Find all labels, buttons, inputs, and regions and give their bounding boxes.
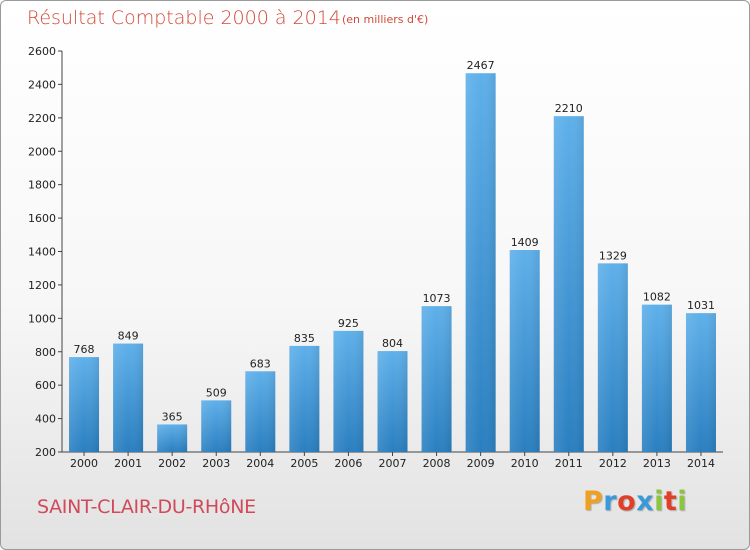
data-label: 2210 [555,102,583,115]
x-tick-label: 2008 [423,457,451,470]
x-tick-label: 2004 [246,457,274,470]
x-tick-label: 2006 [334,457,362,470]
data-label: 1409 [511,236,539,249]
y-tick-label: 1000 [28,312,56,325]
x-tick-label: 2011 [555,457,583,470]
bar-shade [201,400,232,452]
bar-shade [377,351,408,452]
data-label: 509 [206,386,227,399]
data-labels: 768 849 365 509 683 835 925 804 1073 2467 1409 2210… [74,59,715,423]
y-tick-label: 400 [35,413,56,426]
x-tick-label: 2007 [379,457,407,470]
data-label: 1329 [599,249,627,262]
y-tick-label: 1800 [28,179,56,192]
chart-title: Résultat Comptable 2000 à 2014 [27,7,341,29]
brand-letter: x [636,486,655,517]
bar-shade [333,330,364,452]
brand-letter: o [617,486,637,517]
proxiti-logo: Proxiti [583,486,687,517]
y-tick-label: 800 [35,346,56,359]
brand-letter: t [663,486,678,517]
bar-shade [69,357,100,452]
bar-shade [597,263,628,452]
x-tick-label: 2002 [158,457,186,470]
y-tick-label: 200 [35,446,56,459]
x-tick-label: 2003 [202,457,230,470]
bar-shade [113,343,144,452]
y-tick-label: 1600 [28,212,56,225]
bar-shade [245,371,276,452]
y-tick-label: 2400 [28,78,56,91]
x-tick-label: 2009 [467,457,495,470]
x-tick-label: 2005 [290,457,318,470]
y-tick-label: 1200 [28,279,56,292]
data-label: 835 [294,332,315,345]
x-tick-label: 2001 [114,457,142,470]
x-tick-label: 2013 [643,457,671,470]
data-label: 365 [162,410,183,423]
y-tick-label: 600 [35,379,56,392]
data-label: 925 [338,317,359,330]
chart-unit: (en milliers d'€) [342,13,429,26]
bar-shade [553,116,584,452]
x-tick-label: 2000 [70,457,98,470]
x-tick-label: 2014 [687,457,715,470]
y-tick-label: 1400 [28,246,56,259]
brand-letter: r [603,486,618,517]
data-label: 1082 [643,291,671,304]
data-label: 683 [250,357,271,370]
x-tick-label: 2010 [511,457,539,470]
commune-name: SAINT-CLAIR-DU-RHôNE [37,496,256,518]
bar-shade [465,73,496,453]
data-label: 1031 [687,299,715,312]
bar-shade [289,345,320,452]
y-tick-label: 2000 [28,145,56,158]
bar-shade [421,306,452,452]
brand-letter: i [677,486,688,517]
data-label: 1073 [423,292,451,305]
data-label: 768 [74,343,95,356]
bar-shade [157,424,188,452]
bar-shade [641,304,672,452]
bars [69,73,716,453]
bar-shade [685,313,716,452]
data-label: 804 [382,337,403,350]
data-label: 2467 [467,59,495,72]
brand-letter: P [583,486,604,517]
data-label: 849 [118,330,139,343]
x-tick-label: 2012 [599,457,627,470]
bar-shade [509,249,540,452]
y-tick-label: 2200 [28,112,56,125]
y-tick-label: 2600 [28,45,56,58]
brand-letter: i [654,486,664,517]
